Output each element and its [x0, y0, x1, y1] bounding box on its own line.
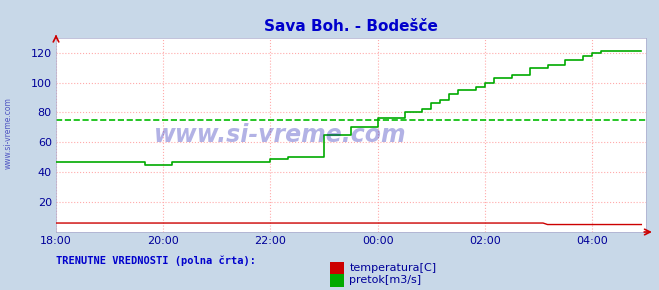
- Text: pretok[m3/s]: pretok[m3/s]: [349, 276, 421, 285]
- Title: Sava Boh. - Bodešče: Sava Boh. - Bodešče: [264, 19, 438, 34]
- Text: www.si-vreme.com: www.si-vreme.com: [154, 123, 407, 147]
- Text: www.si-vreme.com: www.si-vreme.com: [3, 97, 13, 169]
- Text: temperatura[C]: temperatura[C]: [349, 263, 436, 273]
- Text: TRENUTNE VREDNOSTI (polna črta):: TRENUTNE VREDNOSTI (polna črta):: [56, 256, 256, 266]
